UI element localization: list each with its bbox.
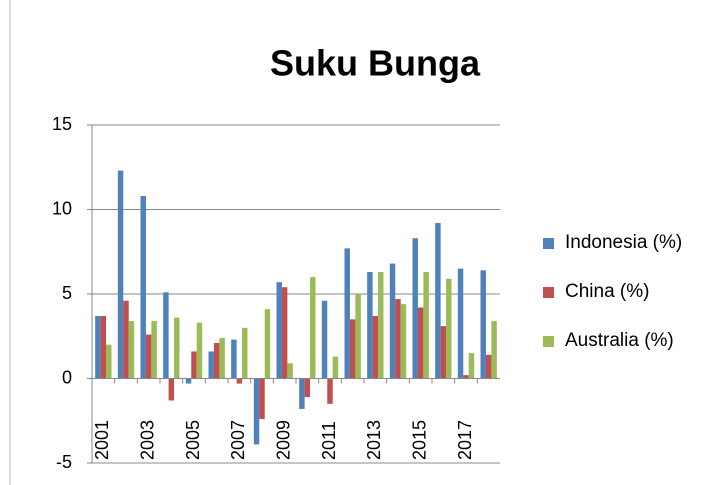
legend-swatch <box>543 287 554 298</box>
bar <box>151 321 157 379</box>
bar <box>372 315 379 379</box>
bar <box>106 344 112 379</box>
bar <box>191 351 197 379</box>
bar <box>213 343 220 379</box>
bar <box>185 378 192 384</box>
bar <box>395 299 401 379</box>
legend-swatch <box>543 238 554 249</box>
bar <box>355 294 361 379</box>
bar <box>412 238 418 379</box>
legend-label: Australia (%) <box>565 330 674 351</box>
bar <box>253 378 260 445</box>
bar <box>310 277 316 379</box>
bar <box>123 300 129 379</box>
y-tick-label: 5 <box>62 283 72 303</box>
bar <box>276 282 282 379</box>
bar <box>219 337 225 379</box>
chart-title: Suku Bunga <box>270 43 481 84</box>
x-tick-label: 2007 <box>228 420 248 460</box>
bar <box>168 378 175 401</box>
bar <box>299 378 305 409</box>
bar <box>378 272 384 379</box>
bar <box>446 278 452 379</box>
bar <box>140 195 146 379</box>
bar <box>117 170 124 379</box>
legend-label: China (%) <box>565 281 649 302</box>
bar <box>457 268 464 379</box>
bar <box>435 223 441 379</box>
bar <box>264 309 271 379</box>
x-tick-label: 2011 <box>319 421 339 460</box>
bar <box>281 287 288 379</box>
x-tick-label: 2005 <box>183 420 203 460</box>
bar <box>440 326 447 379</box>
bar <box>321 300 328 379</box>
bar <box>480 270 486 379</box>
bar <box>242 327 248 379</box>
legend-swatch <box>543 336 554 347</box>
y-tick-label: 10 <box>52 198 72 218</box>
bar <box>236 378 243 384</box>
x-tick-label: 2003 <box>137 420 157 460</box>
bar <box>128 321 135 379</box>
bar <box>417 307 424 379</box>
x-tick-label: 2017 <box>455 420 475 460</box>
bar <box>463 375 469 379</box>
bar <box>423 272 429 379</box>
x-tick-label: 2001 <box>92 420 112 460</box>
x-tick-label: 2009 <box>273 420 293 460</box>
bar <box>400 304 407 379</box>
x-tick-label: 2013 <box>364 420 384 460</box>
bar <box>327 378 333 404</box>
bar <box>231 339 237 379</box>
bar <box>100 315 107 379</box>
bar <box>287 363 293 379</box>
x-tick-label: 2015 <box>409 420 429 460</box>
y-tick-label: 15 <box>52 114 72 134</box>
bar <box>163 292 169 379</box>
bar <box>332 356 339 379</box>
bar <box>145 334 152 379</box>
bar <box>468 353 475 379</box>
bar <box>491 321 497 379</box>
bar <box>196 322 203 379</box>
bar <box>95 315 101 379</box>
y-tick-label: 0 <box>62 367 72 387</box>
legend-label: Indonesia (%) <box>565 232 682 253</box>
bar <box>304 378 311 398</box>
bar <box>485 354 492 379</box>
bar <box>174 317 180 379</box>
bar <box>208 351 214 379</box>
bar <box>349 319 356 379</box>
y-tick-label: -5 <box>56 452 72 472</box>
bar <box>367 272 373 379</box>
bar <box>389 263 396 379</box>
bar <box>259 378 265 420</box>
bar <box>344 248 350 379</box>
